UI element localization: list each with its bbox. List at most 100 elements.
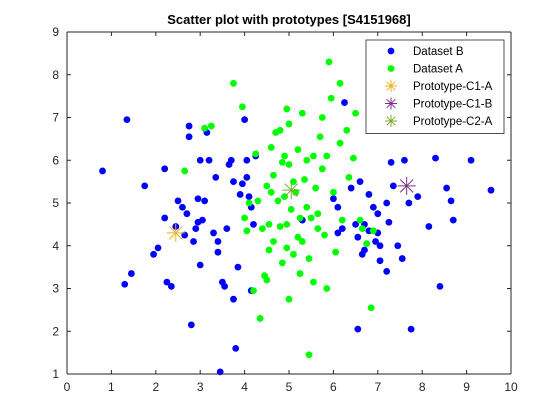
data-point <box>352 220 359 228</box>
data-point <box>256 315 264 322</box>
data-point <box>121 280 129 288</box>
x-tick-label: 10 <box>504 380 518 394</box>
legend-label: Dataset B <box>413 46 464 58</box>
data-point <box>185 133 193 141</box>
data-point <box>290 178 297 186</box>
data-point <box>265 220 273 228</box>
data-point <box>214 238 222 245</box>
data-point <box>394 242 402 250</box>
data-point <box>414 193 422 200</box>
data-point <box>181 167 189 175</box>
data-point <box>365 191 373 198</box>
data-point <box>223 225 231 233</box>
data-point <box>210 229 217 237</box>
data-point <box>238 103 246 111</box>
data-point <box>356 216 364 224</box>
chart-title: Scatter plot with prototypes [S4151968] <box>167 12 410 27</box>
series-dataset-a <box>181 58 377 359</box>
data-point <box>161 214 169 222</box>
prototype-marker <box>166 223 185 242</box>
data-point <box>294 233 302 241</box>
data-point <box>343 126 351 134</box>
data-point <box>316 133 324 141</box>
data-point <box>338 216 346 224</box>
data-point <box>270 171 277 179</box>
x-tick-label: 7 <box>374 380 381 394</box>
data-point <box>201 197 209 205</box>
data-point <box>334 203 342 211</box>
data-point <box>263 276 271 284</box>
data-point <box>274 197 282 205</box>
y-tick-label: 6 <box>52 153 59 167</box>
data-point <box>425 223 433 230</box>
data-point <box>243 173 251 181</box>
data-point <box>318 165 326 173</box>
data-point <box>341 99 348 106</box>
data-point <box>161 165 169 173</box>
data-point <box>303 156 311 164</box>
data-point <box>310 152 317 160</box>
data-point <box>334 229 342 237</box>
data-point <box>436 282 444 290</box>
data-point <box>238 180 246 188</box>
data-point <box>278 158 286 166</box>
y-tick-label: 2 <box>52 324 59 338</box>
x-tick-label: 8 <box>419 380 426 394</box>
data-point <box>354 233 362 241</box>
data-point <box>254 197 262 205</box>
data-point <box>258 225 266 233</box>
x-tick-label: 4 <box>241 380 248 394</box>
data-point <box>227 156 235 164</box>
data-point <box>385 218 393 226</box>
data-point <box>123 116 131 124</box>
data-point <box>336 139 344 147</box>
data-point <box>401 156 408 164</box>
x-tick-label: 1 <box>108 380 115 394</box>
data-point <box>352 109 359 117</box>
x-tick-label: 6 <box>330 380 337 394</box>
data-point <box>278 259 286 267</box>
data-point <box>214 248 222 256</box>
data-point <box>283 105 291 113</box>
data-point <box>345 173 353 181</box>
data-point <box>270 238 277 245</box>
data-point <box>290 250 297 258</box>
data-point <box>241 214 249 222</box>
data-point <box>363 240 371 248</box>
data-point <box>354 325 362 333</box>
data-point <box>369 203 377 211</box>
data-point <box>196 261 204 269</box>
data-point <box>321 231 328 239</box>
series-prototype-c1-b <box>397 176 416 195</box>
data-point <box>194 195 202 203</box>
data-point <box>245 193 253 200</box>
x-tick-label: 9 <box>463 380 470 394</box>
data-point <box>312 184 320 192</box>
data-point <box>263 182 271 190</box>
data-point <box>201 124 209 132</box>
legend-label: Prototype-C1-A <box>413 81 493 93</box>
data-point <box>167 282 175 290</box>
data-point <box>163 278 171 286</box>
data-point <box>207 122 215 130</box>
data-point <box>372 238 379 245</box>
data-point <box>314 210 322 218</box>
data-point <box>236 191 244 198</box>
data-point <box>323 285 331 292</box>
data-point <box>347 184 355 192</box>
legend-marker <box>387 47 395 55</box>
data-point <box>296 270 304 277</box>
data-point <box>305 351 313 359</box>
data-point <box>230 79 237 87</box>
data-point <box>298 109 306 117</box>
data-point <box>467 156 475 164</box>
data-point <box>330 188 337 196</box>
data-point <box>336 79 344 87</box>
data-point <box>241 116 249 124</box>
data-point <box>283 244 291 252</box>
data-point <box>230 178 237 186</box>
data-point <box>267 144 275 151</box>
data-point <box>356 178 364 186</box>
